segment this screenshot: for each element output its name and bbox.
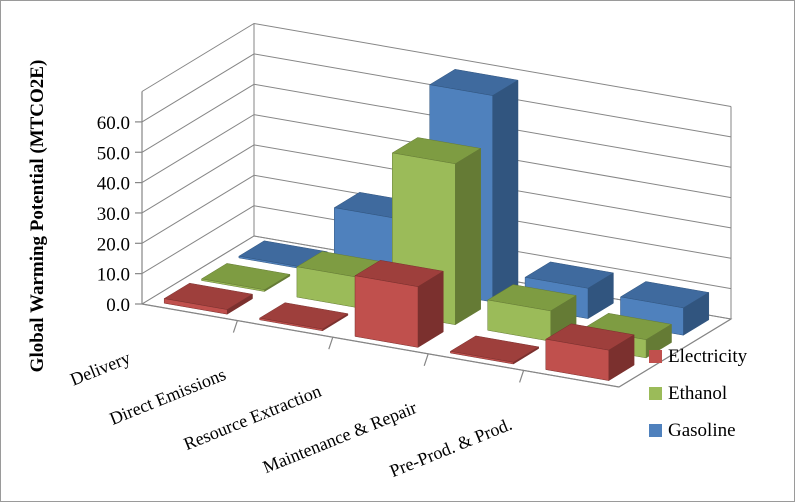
- bar-front-face: [354, 275, 419, 348]
- y-axis: 0.0 10.0 20.0 30.0 40.0 50.0 60.0: [97, 113, 142, 316]
- bar-front-face: [163, 298, 228, 315]
- y-tick-label: 40.0: [97, 174, 130, 195]
- x-tick: [328, 337, 334, 350]
- legend-swatch-electricity: [649, 350, 662, 363]
- y-tick-label: 0.0: [106, 295, 130, 316]
- legend-label: Ethanol: [668, 383, 727, 404]
- bars-layer: [163, 69, 710, 382]
- legend-swatch-ethanol: [649, 387, 662, 400]
- bar-side-face: [492, 79, 519, 303]
- y-tick-label: 20.0: [97, 234, 130, 255]
- y-axis-title: Global Warming Potential (MTCO2E): [27, 60, 48, 373]
- depth-axis-line: [618, 318, 732, 388]
- legend-swatch-gasoline: [649, 424, 662, 437]
- legend-label: Gasoline: [668, 420, 736, 441]
- bar-front-face: [545, 338, 610, 381]
- bar-side-face: [455, 147, 481, 326]
- y-tick-label: 10.0: [97, 265, 130, 286]
- y-tick-label: 30.0: [97, 204, 130, 225]
- bar-electricity-pre-prod-prod[interactable]: [545, 323, 635, 382]
- x-tick: [423, 353, 429, 366]
- bar-ethanol-delivery[interactable]: [200, 263, 291, 292]
- legend-item-gasoline[interactable]: Gasoline: [649, 420, 736, 441]
- bar-electricity-delivery[interactable]: [163, 282, 254, 315]
- bar-ethanol-maintenance-repair[interactable]: [486, 284, 577, 342]
- bar-front-face: [450, 351, 514, 365]
- legend-label: Electricity: [668, 346, 748, 367]
- gridline-top: [141, 22, 732, 107]
- bar-front-face: [201, 278, 265, 292]
- bar-electricity-direct-emissions[interactable]: [258, 302, 349, 332]
- category-label-direct-emissions: Direct Emissions: [107, 364, 229, 429]
- legend-item-electricity[interactable]: Electricity: [649, 346, 748, 367]
- bar-electricity-resource-extraction[interactable]: [354, 260, 444, 348]
- legend-item-ethanol[interactable]: Ethanol: [649, 383, 727, 404]
- category-label-pre-prod-prod: Pre-Prod. & Prod.: [387, 414, 515, 481]
- category-label-delivery: Delivery: [67, 347, 133, 389]
- y-tick-label: 50.0: [97, 143, 130, 164]
- x-tick: [232, 320, 238, 333]
- x-axis-line: [141, 303, 620, 388]
- y-tick-label: 60.0: [97, 113, 130, 134]
- chart-legend: Electricity Ethanol Gasoline: [649, 346, 748, 441]
- x-tick: [519, 370, 525, 383]
- bar-front-face: [259, 317, 323, 332]
- bar-electricity-maintenance-repair[interactable]: [449, 335, 540, 365]
